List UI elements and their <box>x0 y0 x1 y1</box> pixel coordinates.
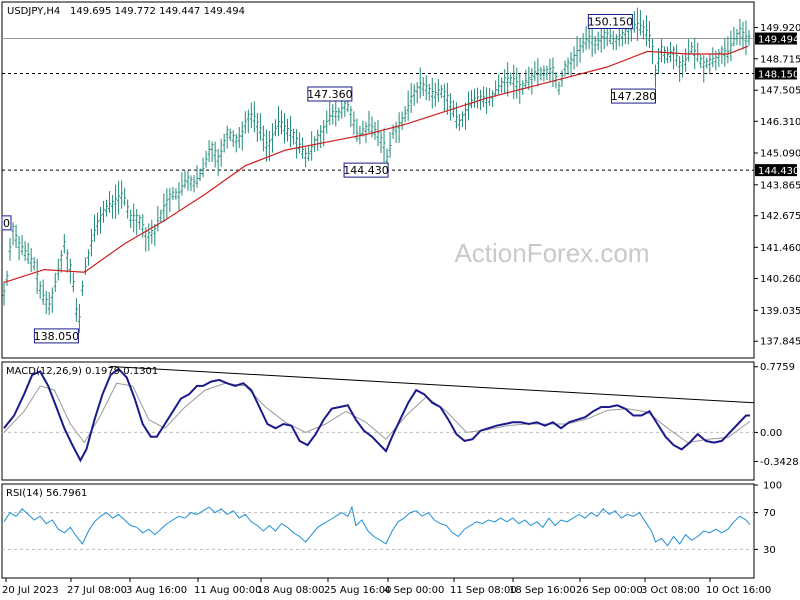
macd-line <box>3 367 750 463</box>
macd-title: MACD(12,26,9) 0.1979 0.1301 <box>6 366 158 377</box>
annotation-box <box>610 88 656 104</box>
price-tag-label: 149.494 <box>758 35 799 46</box>
rsi-y-tick-label: 100 <box>763 481 782 492</box>
rsi-y-tick-label: 70 <box>763 508 776 519</box>
price-panel-frame <box>1 1 755 359</box>
rsi-title: RSI(14) 56.7961 <box>6 488 87 499</box>
annotation-label: 138.050 <box>34 330 80 343</box>
annotation-box <box>307 86 353 102</box>
price-y-tick-label: 137.845 <box>760 337 800 348</box>
price-y-tick-label: 148.715 <box>760 54 800 65</box>
annotation-box <box>1 215 12 231</box>
axis-layer: 149.920 148.715 147.505 146.310 145.090 143.8… <box>2 23 800 596</box>
rsi-line <box>3 505 751 547</box>
macd-y-tick-label: -0.3428 <box>760 457 799 468</box>
macd-signal-line <box>3 382 751 444</box>
price-y-tick-label: 142.675 <box>760 211 800 222</box>
price-y-tick-label: 146.310 <box>760 117 800 128</box>
price-y-tick-label: 139.035 <box>760 306 800 317</box>
x-tick-label: 18 Sep 16:00 <box>509 585 576 596</box>
annotation-label: 150.150 <box>588 15 634 28</box>
x-tick-label: 4 Sep 00:00 <box>384 585 444 596</box>
x-tick-label: 27 Jul 08:00 <box>67 585 127 596</box>
price-tag-box <box>755 164 797 177</box>
price-tag-box <box>755 67 797 80</box>
price-tag-box <box>755 32 797 45</box>
price-y-tick-label: 145.090 <box>760 148 800 159</box>
price-layer: 150.150 147.360 147.280 144.430 138.050 0 <box>1 7 754 344</box>
x-tick-label: 10 Oct 16:00 <box>706 585 771 596</box>
macd-y-tick-label: 0.7759 <box>760 362 795 373</box>
price-y-tick-label: 149.920 <box>760 23 800 34</box>
x-tick-label: 26 Sep 00:00 <box>576 585 643 596</box>
price-y-tick-label: 143.865 <box>760 180 800 191</box>
macd-panel-frame <box>1 361 755 481</box>
symbol-label: USDJPY,H4 <box>7 6 60 17</box>
macd-y-tick-label: 0.00 <box>760 428 782 439</box>
rsi-panel-frame <box>1 483 755 579</box>
price-y-tick-label: 147.505 <box>760 86 800 97</box>
price-y-tick-label: 141.460 <box>760 243 800 254</box>
annotation-label: 144.430 <box>343 164 389 177</box>
annotation-label: 0 <box>3 217 10 230</box>
rsi-layer <box>2 505 754 550</box>
x-tick-label: 11 Sep 08:00 <box>450 585 517 596</box>
macd-layer <box>2 365 755 463</box>
moving-average-line <box>3 45 749 284</box>
annotation-box <box>343 162 389 178</box>
x-tick-label: 11 Aug 00:00 <box>194 585 261 596</box>
price-y-tick-label: 140.260 <box>760 274 800 285</box>
annotation-label: 147.360 <box>307 88 353 101</box>
x-tick-label: 3 Oct 08:00 <box>641 585 700 596</box>
price-tag-label: 144.430 <box>758 166 799 177</box>
x-tick-label: 18 Aug 08:00 <box>257 585 324 596</box>
annotation-box <box>33 328 79 344</box>
x-tick-label: 20 Jul 2023 <box>2 585 59 596</box>
quote-label: 149.695 149.772 149.447 149.494 <box>70 6 245 17</box>
macd-trendline <box>109 365 755 404</box>
annotation-label: 147.280 <box>611 90 657 103</box>
rsi-y-tick-label: 30 <box>763 545 776 556</box>
x-tick-label: 25 Aug 16:00 <box>324 585 391 596</box>
watermark: ActionForex.com <box>454 238 649 268</box>
price-tag-label: 148.150 <box>758 69 799 80</box>
annotation-box <box>587 13 633 29</box>
x-tick-label: 3 Aug 16:00 <box>126 585 187 596</box>
